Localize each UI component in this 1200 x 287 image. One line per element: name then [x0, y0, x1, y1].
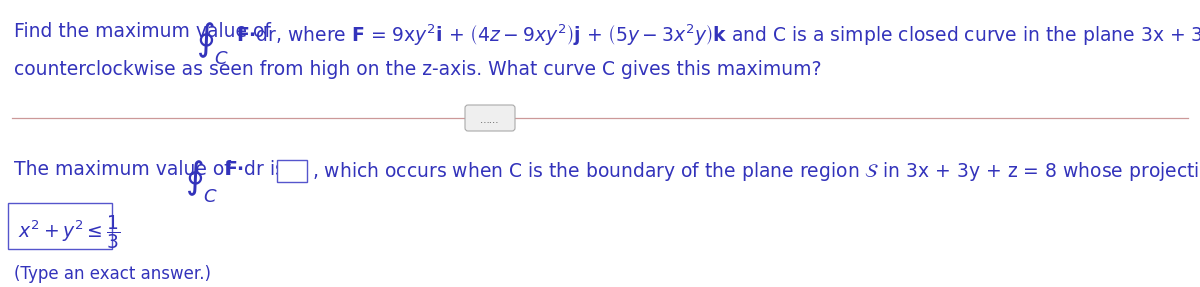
Text: $\oint_C$: $\oint_C$ — [196, 20, 229, 66]
Text: $\oint_C$: $\oint_C$ — [185, 158, 218, 204]
Text: ……: …… — [480, 115, 499, 125]
Text: $\mathbf{F}$$\mathbf{\cdot}$dr is: $\mathbf{F}$$\mathbf{\cdot}$dr is — [224, 160, 286, 179]
FancyBboxPatch shape — [466, 105, 515, 131]
Text: counterclockwise as seen from high on the z-axis. What curve C gives this maximu: counterclockwise as seen from high on th… — [14, 60, 822, 79]
Text: (Type an exact answer.): (Type an exact answer.) — [14, 265, 211, 283]
Text: $x^2 + y^2 \leq \dfrac{1}{3}$: $x^2 + y^2 \leq \dfrac{1}{3}$ — [18, 213, 120, 251]
FancyBboxPatch shape — [277, 160, 307, 182]
FancyBboxPatch shape — [8, 203, 112, 249]
Text: $\mathbf{F}$$\mathbf{\cdot}$dr, where $\mathbf{F}$ = 9x$y^2$$\mathbf{i}$ + $\lef: $\mathbf{F}$$\mathbf{\cdot}$dr, where $\… — [236, 22, 1200, 48]
Text: Find the maximum value of: Find the maximum value of — [14, 22, 271, 41]
Text: , which occurs when C is the boundary of the plane region $\mathcal{S}$ in 3x + : , which occurs when C is the boundary of… — [312, 160, 1200, 183]
Text: The maximum value of: The maximum value of — [14, 160, 230, 179]
